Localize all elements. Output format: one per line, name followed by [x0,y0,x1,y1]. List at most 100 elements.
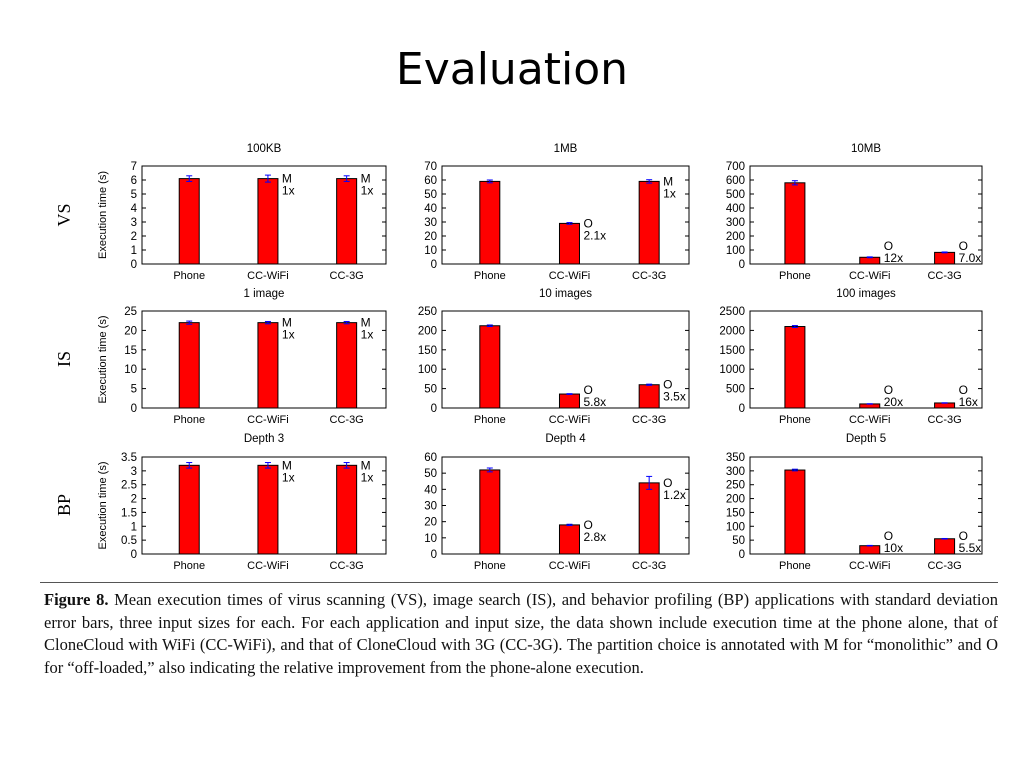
y-tick-label: 300 [726,217,745,229]
x-tick-label: Phone [173,270,205,282]
y-tick-label: 500 [726,189,745,201]
y-tick-label: 6 [131,175,137,187]
partition-choice-label: O [583,383,592,397]
bar-phone [178,322,200,409]
bar-phone [784,326,806,409]
bar-cc-wifi [257,322,279,409]
slide-title: Evaluation [395,44,629,95]
partition-choice-label: O [959,529,968,543]
bar-cc-3g [934,402,956,409]
y-axis-label: Execution time (s) [97,461,109,549]
bar-phone [479,325,501,409]
y-tick-label: 2500 [719,306,745,318]
y-tick-label: 100 [726,245,745,257]
y-tick-label: 60 [424,452,437,464]
bar-cc-wifi [558,393,580,409]
x-tick-label: CC-3G [330,270,364,282]
y-tick-label: 400 [726,203,745,215]
y-tick-label: 250 [418,306,437,318]
y-tick-label: 700 [726,161,745,173]
figure-divider [40,582,998,583]
partition-choice-label: O [884,239,893,253]
y-axis-label: Execution time (s) [97,315,109,403]
chart-title: Depth 4 [545,433,586,445]
improvement-factor-label: 1x [282,328,295,342]
y-tick-label: 20 [424,517,437,529]
x-tick-label: CC-WiFi [849,560,891,572]
improvement-factor-label: 7.0x [959,251,982,265]
x-tick-label: CC-3G [927,560,961,572]
y-tick-label: 50 [424,384,437,396]
chart-2: 1MB 0 10 20 30 40 50 60 70 Phone CC-WiFi O2.1x CC-3G… [424,143,690,282]
row-label-is: IS [54,351,74,367]
bar-phone [784,182,806,265]
y-tick-label: 150 [418,345,437,357]
y-tick-label: 0 [739,549,745,561]
improvement-factor-label: 1x [361,470,374,484]
y-tick-label: 70 [424,161,437,173]
bar-cc-wifi [859,545,881,555]
y-tick-label: 2000 [719,325,745,337]
bar-cc-3g [336,464,358,555]
partition-choice-label: O [583,216,592,230]
y-tick-label: 15 [124,345,137,357]
y-tick-label: 3.5 [121,452,137,464]
y-tick-label: 1.5 [121,507,137,519]
y-tick-label: 0.5 [121,535,137,547]
x-tick-label: CC-WiFi [849,414,891,426]
improvement-factor-label: 16x [959,395,978,409]
x-tick-label: CC-WiFi [247,270,289,282]
chart-title: Depth 3 [244,433,284,445]
y-tick-label: 0 [739,259,745,271]
y-tick-label: 300 [726,466,745,478]
x-tick-label: CC-3G [927,270,961,282]
bar-cc-3g [638,180,660,265]
improvement-factor-label: 5.5x [959,541,982,555]
y-tick-label: 150 [726,507,745,519]
bar-cc-3g [934,251,956,265]
chart-title: 100 images [836,288,896,300]
bar-cc-wifi [558,524,580,555]
bar-cc-wifi [257,464,279,555]
partition-choice-label: O [959,239,968,253]
y-tick-label: 2.5 [121,480,137,492]
row-label-vs: VS [54,203,74,226]
caption-text: Mean execution times of virus scanning (… [44,590,998,677]
partition-choice-label: O [663,378,672,392]
y-tick-label: 3 [131,466,137,478]
y-tick-label: 0 [131,403,137,415]
x-tick-label: CC-3G [632,270,666,282]
row-label-bp: BP [54,494,74,516]
x-tick-label: CC-3G [927,414,961,426]
bar-cc-3g [638,482,660,555]
y-tick-label: 10 [424,245,437,257]
bar-cc-wifi [859,256,881,265]
x-tick-label: Phone [173,414,205,426]
chart-title: 100KB [247,143,282,155]
chart-7: Depth 3 Execution time (s) 0 0.5 1 1.52 2.5 3 3.… [97,433,387,572]
x-tick-label: CC-WiFi [549,560,591,572]
chart-title: 10MB [851,143,881,155]
partition-choice-label: M [282,458,292,472]
x-tick-label: CC-3G [632,560,666,572]
chart-1: 100KB Execution time (s) 0 1 2 3 4 5 6 7 Phone CC-W… [97,143,387,282]
x-tick-label: CC-WiFi [849,270,891,282]
partition-choice-label: O [959,383,968,397]
improvement-factor-label: 1x [663,186,676,200]
chart-title: 10 images [539,288,592,300]
x-tick-label: CC-3G [330,560,364,572]
bar-phone [479,469,501,555]
bar-cc-3g [336,322,358,409]
improvement-factor-label: 2.1x [583,228,606,242]
y-tick-label: 40 [424,484,437,496]
improvement-factor-label: 1x [361,328,374,342]
bar-phone [479,180,501,265]
y-tick-label: 1 [131,245,137,257]
bar-cc-wifi [558,222,580,265]
y-tick-label: 100 [726,521,745,533]
y-tick-label: 60 [424,175,437,187]
improvement-factor-label: 3.5x [663,390,686,404]
y-axis-label: Execution time (s) [97,171,109,259]
